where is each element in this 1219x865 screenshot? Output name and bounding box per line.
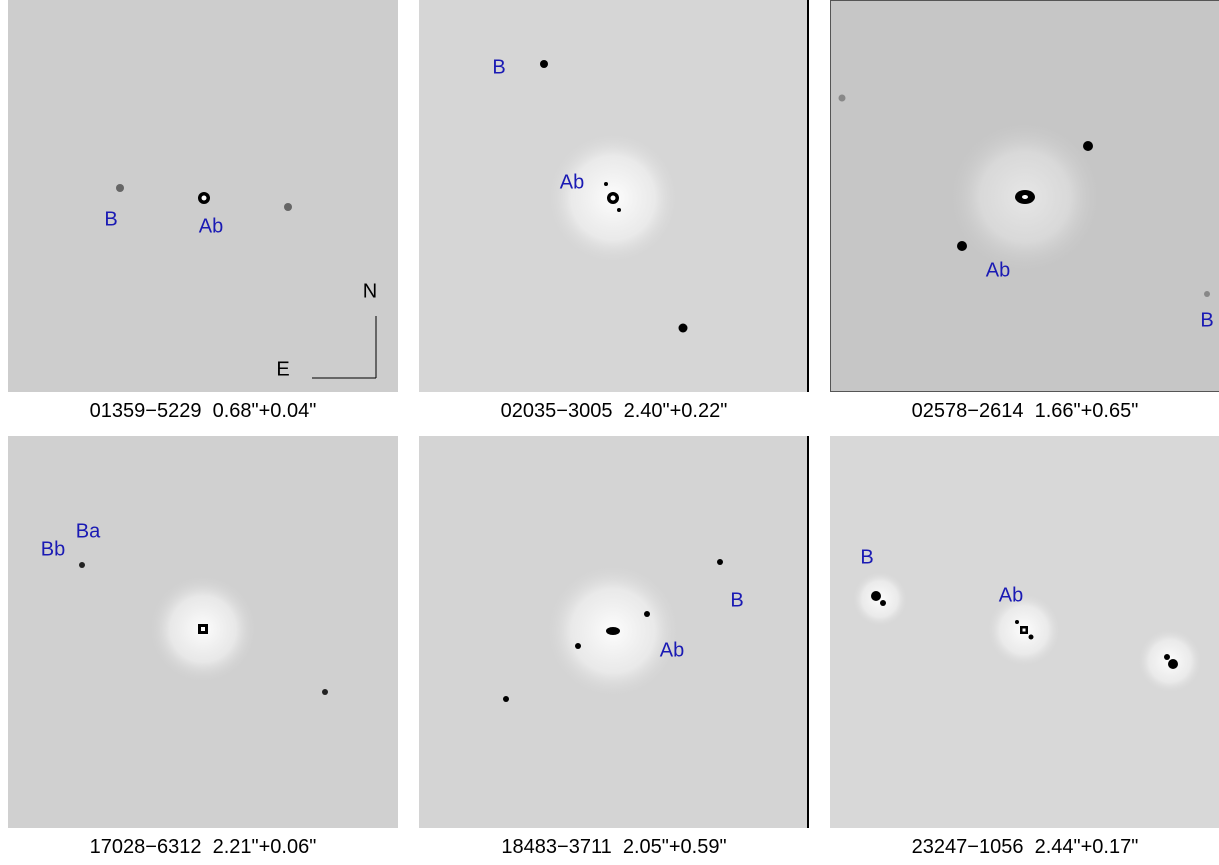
star-field	[838, 94, 1210, 297]
image-feature	[201, 195, 207, 201]
component-label: Ab	[559, 171, 585, 194]
image-feature	[540, 60, 548, 68]
image-panel: Ba Bb	[8, 436, 398, 828]
image-feature	[503, 696, 509, 702]
component-label: B	[1200, 309, 1214, 332]
image-feature	[606, 627, 620, 635]
star-field	[503, 559, 723, 702]
component-label: B	[730, 589, 744, 612]
caption: 18483−3711 2.05"+0.59"	[501, 836, 727, 858]
image-feature	[644, 611, 650, 617]
image-feature	[1164, 654, 1170, 660]
image-feature	[678, 323, 688, 333]
image-feature	[957, 241, 967, 251]
component-label: Bb	[40, 538, 66, 561]
image-feature	[1022, 628, 1026, 632]
image-feature	[1022, 195, 1028, 199]
image-feature	[871, 591, 881, 601]
image-feature	[1083, 141, 1093, 151]
image-feature	[610, 195, 616, 201]
image-feature	[1204, 291, 1210, 297]
image-feature	[880, 600, 886, 606]
caption: 17028−6312 2.21"+0.06"	[89, 836, 317, 858]
image-feature	[284, 203, 292, 211]
image-feature	[201, 627, 205, 631]
compass-north: N	[362, 280, 378, 303]
image-feature	[1168, 659, 1178, 669]
caption: 02035−3005 2.40"+0.22"	[500, 400, 728, 422]
star-field	[540, 60, 688, 333]
compass-east: E	[276, 358, 290, 381]
component-label: Ab	[198, 215, 224, 238]
caption: 01359−5229 0.68"+0.04"	[89, 400, 317, 422]
image-feature	[1015, 620, 1019, 624]
image-panel: Ab B	[830, 0, 1219, 392]
component-label: Ba	[75, 520, 101, 543]
image-feature	[717, 559, 723, 565]
image-panel: B Ab N E	[8, 0, 398, 392]
component-label: Ab	[998, 584, 1024, 607]
image-feature	[575, 643, 581, 649]
component-label: Ab	[659, 639, 685, 662]
component-label: B	[860, 546, 874, 569]
component-label: B	[492, 56, 506, 79]
image-feature	[1028, 634, 1034, 640]
image-feature	[322, 689, 328, 695]
component-label: Ab	[985, 259, 1011, 282]
image-panel: B Ab	[419, 436, 809, 828]
image-feature	[617, 208, 621, 212]
image-feature	[604, 182, 608, 186]
star-field	[116, 184, 377, 379]
image-feature	[116, 184, 124, 192]
star-field	[79, 562, 328, 695]
star-field	[850, 569, 1205, 696]
image-panel: B Ab	[830, 436, 1219, 828]
caption: 02578−2614 1.66"+0.65"	[911, 400, 1139, 422]
caption: 23247−1056 2.44"+0.17"	[911, 836, 1139, 858]
image-feature	[838, 94, 846, 102]
component-label: B	[104, 208, 118, 231]
image-feature	[79, 562, 85, 568]
image-panel: B Ab	[419, 0, 809, 392]
